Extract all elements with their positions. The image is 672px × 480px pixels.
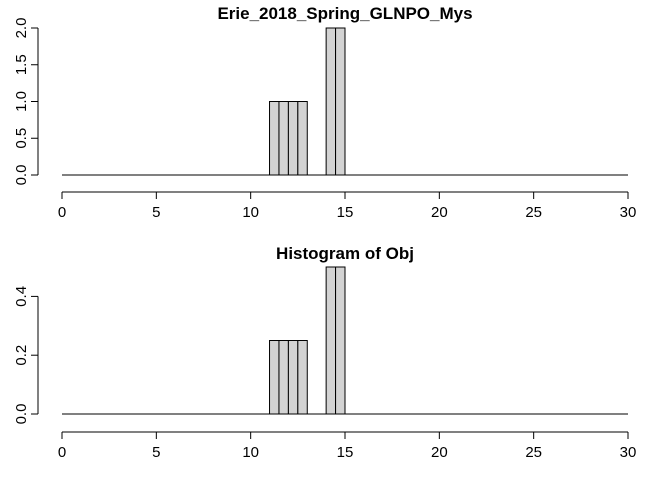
histogram-bar: [278, 101, 289, 176]
histogram-bar: [325, 266, 337, 415]
histogram-bar: [269, 340, 280, 415]
histogram-bar: [335, 266, 346, 415]
x-tick-label: 15: [337, 204, 354, 221]
histogram-bar: [325, 27, 337, 176]
histogram-bar: [269, 101, 280, 176]
y-tick-label: 2.0: [13, 18, 30, 39]
y-tick-label: 0.4: [13, 286, 30, 307]
y-tick-label: 0.2: [13, 345, 30, 366]
x-tick-label: 25: [525, 204, 542, 221]
histogram-bar: [278, 340, 289, 415]
y-tick-label: 0.5: [13, 128, 30, 149]
x-tick-label: 10: [242, 204, 259, 221]
y-tick-label: 0.0: [13, 165, 30, 186]
y-tick-label: 1.5: [13, 54, 30, 75]
panel-1: Erie_2018_Spring_GLNPO_Mys 0.0 0.5 1.0 1.5 2…: [13, 4, 636, 221]
x-tick-label: 20: [431, 204, 448, 221]
chart-title: Erie_2018_Spring_GLNPO_Mys: [217, 4, 472, 23]
histogram-bar: [287, 340, 299, 415]
x-tick-label: 30: [620, 204, 637, 221]
x-tick-label: 20: [431, 444, 448, 461]
panel-2: Histogram of Obj 0.0 0.2 0.4 0 5 10 15 20 25 30: [13, 244, 636, 461]
histogram-bar: [297, 101, 308, 176]
x-tick-label: 25: [525, 444, 542, 461]
x-tick-label: 15: [337, 444, 354, 461]
x-tick-label: 5: [152, 444, 160, 461]
y-tick-label: 0.0: [13, 404, 30, 425]
x-tick-label: 0: [58, 204, 66, 221]
histogram-bar: [297, 340, 308, 415]
y-tick-label: 1.0: [13, 91, 30, 112]
x-tick-label: 30: [620, 444, 637, 461]
x-tick-label: 5: [152, 204, 160, 221]
x-tick-label: 0: [58, 444, 66, 461]
x-tick-label: 10: [242, 444, 259, 461]
histogram-bar: [335, 27, 346, 176]
histogram-bar: [287, 101, 299, 176]
chart-title: Histogram of Obj: [276, 244, 414, 263]
